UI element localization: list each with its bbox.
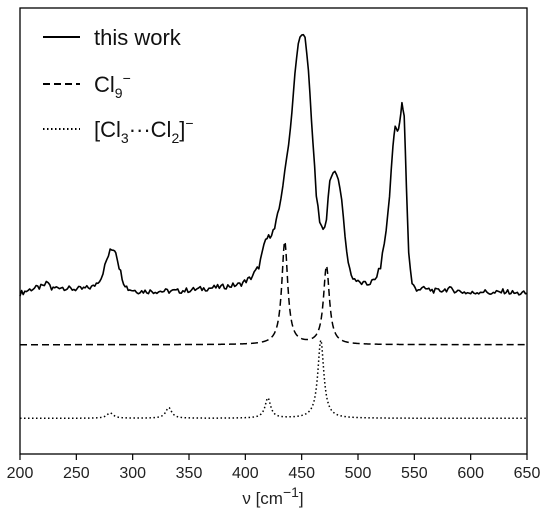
x-axis-title: ν [cm−1] [242, 484, 303, 508]
legend-cl3-open: [Cl [94, 117, 121, 142]
x-axis-title-sup: −1 [283, 484, 299, 500]
series-line-dotted [19, 339, 528, 420]
legend-cl9-main: Cl [94, 72, 115, 97]
legend-cl3-sub2: 2 [171, 130, 179, 146]
x-tick-label: 400 [232, 465, 259, 482]
series-line-dashed [19, 240, 528, 346]
x-tick-label: 600 [457, 465, 484, 482]
series-layer [19, 33, 528, 420]
legend-cl3-close: ] [179, 117, 185, 142]
legend-cl9-sub: 9 [115, 85, 123, 101]
x-tick-label: 500 [345, 465, 372, 482]
series-line-solid [19, 33, 528, 297]
legend-label-cl9: Cl9− [94, 70, 131, 101]
x-tick-label: 250 [63, 465, 90, 482]
x-tick-label: 650 [514, 465, 541, 482]
legend-cl9-sup: − [123, 70, 131, 86]
x-axis: 200 250 300 350 400 450 500 550 600 650 [7, 454, 541, 482]
x-axis-title-main: ν [cm [242, 489, 283, 508]
x-tick-label: 550 [401, 465, 428, 482]
x-tick-label: 300 [119, 465, 146, 482]
legend: this work Cl9− [Cl3···Cl2]− [43, 25, 194, 146]
x-axis-title-close: ] [299, 489, 304, 508]
legend-cl3-mid: ···Cl [129, 117, 172, 142]
x-tick-label: 450 [288, 465, 315, 482]
legend-label-cl3-cl2: [Cl3···Cl2]− [94, 115, 194, 146]
plot-frame [19, 7, 528, 455]
legend-label-this-work: this work [94, 25, 182, 50]
legend-cl3-sub1: 3 [121, 130, 129, 146]
x-tick-label: 200 [7, 465, 34, 482]
legend-cl3-sup: − [185, 115, 193, 131]
x-tick-label: 350 [176, 465, 203, 482]
